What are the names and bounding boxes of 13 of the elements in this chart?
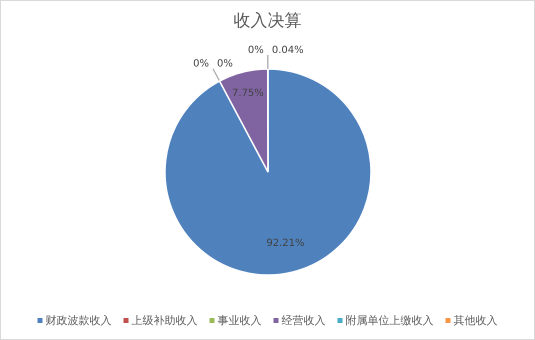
- legend-label: 事业收入: [218, 314, 262, 327]
- data-label: 92.21%: [266, 238, 305, 249]
- legend-label: 上级补助收入: [132, 314, 198, 327]
- text: 0%: [248, 45, 264, 56]
- data-label: 7.75%: [232, 88, 264, 100]
- data-label: 0.04%: [272, 45, 304, 56]
- legend-label: 经营收入: [282, 314, 326, 327]
- text: 0%: [216, 58, 233, 70]
- legend-label: 财政波款收入: [46, 314, 112, 327]
- legend-label: 其他收入: [454, 314, 498, 327]
- chart-title: 收入决算: [234, 11, 302, 31]
- text: 0%: [193, 58, 209, 70]
- legend-label: 附属单位上缴收入: [346, 314, 434, 327]
